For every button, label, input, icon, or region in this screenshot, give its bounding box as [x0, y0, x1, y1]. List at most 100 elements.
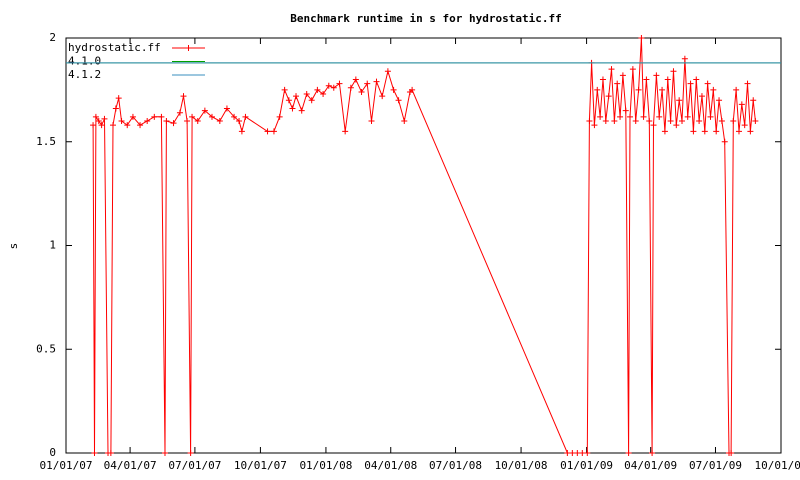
- point-marker: [597, 113, 604, 120]
- point-marker: [619, 72, 626, 79]
- point-marker: [659, 86, 666, 93]
- point-marker: [632, 118, 639, 124]
- point-marker: [201, 107, 208, 114]
- point-marker: [124, 122, 131, 129]
- point-marker: [591, 122, 598, 129]
- point-marker: [701, 128, 708, 135]
- x-tick-label: 07/01/09: [689, 459, 742, 472]
- point-marker: [347, 84, 354, 91]
- point-marker: [599, 76, 606, 83]
- y-tick-label: 1: [49, 239, 56, 252]
- point-marker: [721, 138, 728, 145]
- point-marker: [735, 128, 742, 135]
- point-marker: [384, 68, 391, 75]
- point-marker: [693, 76, 700, 83]
- point-marker: [617, 113, 624, 120]
- point-marker: [608, 66, 615, 73]
- point-marker: [358, 88, 365, 95]
- point-marker: [379, 93, 386, 100]
- series-line: [92, 37, 756, 454]
- point-marker: [661, 128, 668, 135]
- point-marker: [643, 76, 650, 83]
- point-marker: [352, 76, 359, 83]
- point-marker: [713, 128, 720, 135]
- point-marker: [622, 107, 629, 114]
- point-marker: [242, 113, 249, 120]
- point-marker: [681, 55, 688, 62]
- point-marker: [364, 80, 371, 87]
- point-marker: [673, 122, 680, 129]
- point-marker: [690, 128, 697, 135]
- point-marker: [163, 118, 170, 124]
- point-marker: [687, 80, 694, 87]
- x-tick-label: 01/01/08: [299, 459, 352, 472]
- point-marker: [223, 105, 230, 112]
- point-marker: [747, 128, 754, 135]
- point-marker: [298, 107, 305, 114]
- point-marker: [336, 80, 343, 87]
- point-marker: [325, 82, 332, 89]
- x-tick-label: 07/01/08: [429, 459, 482, 472]
- point-marker: [92, 113, 99, 120]
- x-tick-label: 10/01/09: [755, 459, 800, 472]
- point-marker: [664, 76, 671, 83]
- point-marker: [144, 118, 151, 124]
- point-marker: [98, 122, 105, 129]
- x-tick-label: 04/01/08: [364, 459, 417, 472]
- point-marker: [158, 113, 165, 120]
- legend-label: 4.1.2: [68, 68, 101, 81]
- point-marker: [281, 86, 288, 93]
- point-marker: [293, 93, 300, 100]
- point-marker: [605, 93, 612, 100]
- point-marker: [638, 35, 645, 41]
- point-marker: [667, 118, 674, 124]
- point-marker: [110, 122, 117, 129]
- point-marker: [187, 450, 194, 456]
- point-marker: [236, 118, 243, 124]
- point-marker: [409, 86, 416, 93]
- point-marker: [670, 68, 677, 75]
- y-tick-label: 1.5: [36, 135, 56, 148]
- point-marker: [584, 450, 591, 456]
- point-marker: [208, 113, 215, 120]
- point-marker: [730, 118, 737, 124]
- point-marker: [733, 86, 740, 93]
- point-marker: [586, 118, 593, 124]
- point-marker: [170, 120, 177, 127]
- point-marker: [640, 113, 647, 120]
- point-marker: [112, 105, 119, 112]
- point-marker: [611, 118, 618, 124]
- point-marker: [216, 118, 223, 124]
- point-marker: [320, 91, 327, 98]
- point-marker: [716, 97, 723, 104]
- point-marker: [151, 113, 158, 120]
- point-marker: [115, 95, 122, 102]
- point-marker: [684, 113, 691, 120]
- point-marker: [368, 118, 375, 124]
- point-marker: [194, 118, 201, 124]
- plot-frame: [65, 37, 782, 454]
- point-marker: [710, 86, 717, 93]
- point-marker: [650, 122, 657, 129]
- point-marker: [594, 86, 601, 93]
- x-tick-label: 04/01/07: [104, 459, 157, 472]
- point-marker: [137, 122, 144, 129]
- chart-title: Benchmark runtime in s for hydrostatic.f…: [290, 12, 562, 25]
- point-marker: [679, 118, 686, 124]
- point-marker: [704, 80, 711, 87]
- point-marker: [276, 113, 283, 120]
- point-marker: [180, 93, 187, 100]
- x-tick-label: 01/01/09: [560, 459, 613, 472]
- point-marker: [308, 97, 315, 104]
- point-marker: [750, 97, 757, 104]
- legend-marker: [185, 45, 192, 51]
- point-marker: [176, 109, 183, 116]
- point-marker: [738, 101, 745, 108]
- point-marker: [698, 93, 705, 100]
- x-tick-label: 10/01/07: [234, 459, 287, 472]
- legend-label: 4.1.0: [68, 55, 101, 68]
- point-marker: [303, 91, 310, 98]
- point-marker: [676, 97, 683, 104]
